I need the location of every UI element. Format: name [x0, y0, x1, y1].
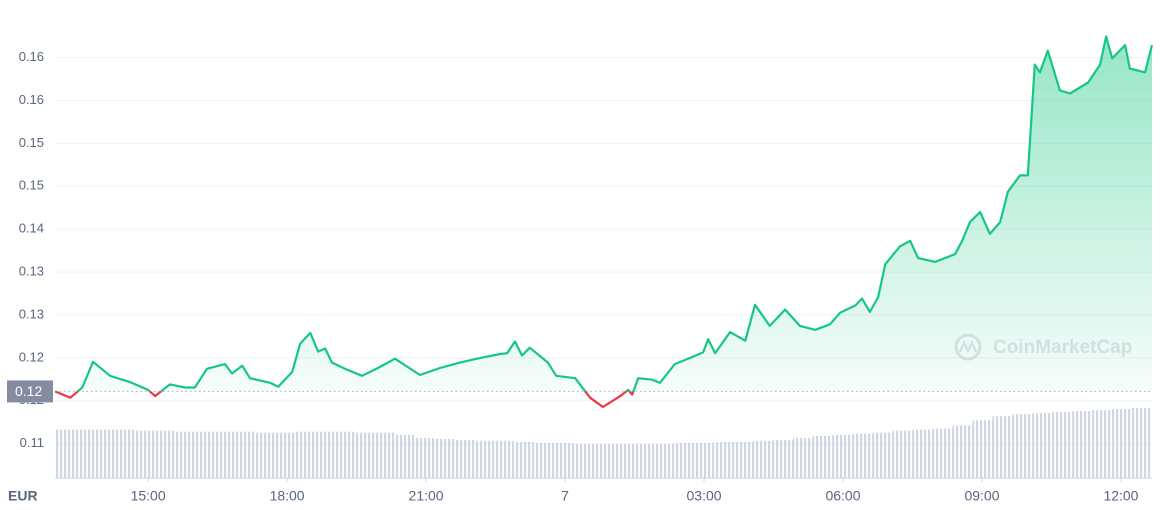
price-line-up: [54, 35, 1154, 392]
y-tick-label: 0.13: [19, 264, 44, 279]
volume-bar: [693, 443, 714, 478]
volume-bar: [872, 432, 893, 478]
y-tick-label: 0.11: [20, 435, 44, 450]
volume-bar: [1032, 413, 1053, 478]
volume-bar: [892, 430, 913, 478]
volume-bar: [74, 429, 95, 478]
volume-bar: [294, 431, 315, 478]
volume-bar: [1092, 410, 1113, 478]
axes: 0.11 0.12 0.12 0.13 0.13 0.14 0.15 0.15 0.16 0.16…: [7, 49, 1152, 504]
volume-bar: [573, 444, 594, 478]
volume-bar: [952, 425, 973, 478]
volume-bar: [55, 429, 75, 478]
y-tick-label: 0.15: [19, 178, 44, 193]
volume-bar: [812, 435, 833, 478]
x-tick-label: 21:00: [409, 488, 444, 504]
y-tick-label: 0.14: [19, 221, 44, 236]
volume-bar: [912, 429, 933, 478]
volume-bar: [852, 433, 873, 478]
x-tick-label: 09:00: [964, 488, 999, 504]
x-tick-label: 12:00: [1103, 488, 1138, 504]
y-tick-label: 0.13: [19, 306, 44, 321]
watermark-logo: [954, 333, 982, 361]
volume-bar: [154, 430, 175, 478]
volume-bar: [274, 432, 295, 478]
volume-bar: [1072, 411, 1093, 478]
volume-bar: [733, 441, 754, 478]
volume-bar: [314, 431, 335, 478]
volume-bar: [613, 444, 634, 478]
volume-bar: [1112, 409, 1133, 478]
volume-bar: [593, 444, 614, 478]
y-tick-label: 0.12: [19, 349, 44, 364]
volume-bar: [214, 431, 235, 478]
x-tick-label: 15:00: [131, 488, 166, 504]
volume-bar: [134, 430, 155, 478]
volume-bar: [713, 441, 734, 478]
watermark: CoinMarketCap: [954, 333, 1132, 361]
plot: [54, 35, 1154, 409]
volume-bar: [773, 439, 793, 478]
volume-bar: [553, 443, 574, 478]
volume-bar: [753, 440, 774, 478]
volume-bar: [194, 431, 215, 478]
watermark-text: CoinMarketCap: [993, 337, 1132, 358]
y-tick-label: 0.16: [19, 49, 44, 64]
volume-bar: [513, 441, 534, 478]
volume-bar: [174, 431, 195, 478]
x-tick-label: 7: [561, 488, 569, 504]
volume-bar: [473, 440, 494, 478]
volume-bars: [55, 408, 1152, 478]
volume-bar: [334, 431, 355, 478]
volume-bar: [533, 443, 554, 478]
volume-bar: [414, 437, 434, 478]
y-tick-label: 0.15: [19, 135, 44, 150]
currency-label: EUR: [8, 488, 38, 504]
volume-bar: [1012, 414, 1033, 478]
volume-bar: [254, 432, 275, 478]
volume-bar: [234, 431, 255, 478]
volume-bar: [453, 439, 474, 478]
grid: [55, 57, 1152, 445]
volume-bar: [394, 434, 415, 478]
reference-price-label: 0.12: [15, 383, 42, 399]
x-tick-label: 03:00: [687, 488, 722, 504]
volume-bar: [493, 440, 514, 478]
reference-price-box: [7, 380, 53, 403]
volume-bar: [354, 432, 375, 478]
price-area: [55, 36, 1152, 392]
volume-bar: [94, 429, 115, 478]
volume-bar: [673, 443, 694, 478]
volume-bar: [1052, 412, 1073, 478]
volume-bar: [433, 438, 454, 478]
volume-bar: [832, 434, 853, 478]
volume-bar: [653, 444, 674, 478]
x-tick-label: 18:00: [270, 488, 305, 504]
volume-bar: [932, 428, 953, 478]
volume-bar: [1132, 408, 1152, 478]
volume-bar: [792, 437, 813, 478]
volume-bar: [972, 420, 993, 478]
volume-bar: [114, 429, 135, 478]
volume-bar: [633, 444, 654, 478]
watermark-logo-mark: [958, 340, 978, 354]
volume-bar: [374, 432, 395, 478]
volume-bar: [992, 416, 1013, 478]
y-tick-label: 0.16: [19, 92, 44, 107]
x-tick-label: 06:00: [825, 488, 860, 504]
